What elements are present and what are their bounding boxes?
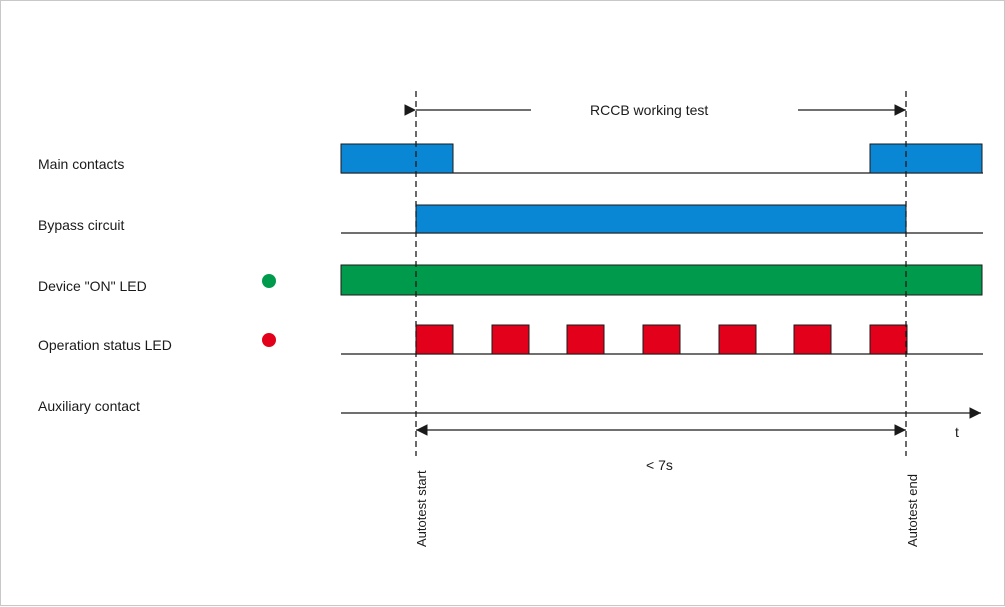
operation-led-pulse [642,324,681,355]
red-led-icon [262,333,276,347]
header-label: RCCB working test [590,102,708,118]
operation-led-pulse [869,324,908,355]
main-contacts-pulse-after [869,143,983,174]
duration-label: < 7s [646,457,673,473]
row-label-main-contacts: Main contacts [38,156,124,172]
time-axis-label: t [955,424,959,440]
row-label-auxiliary-contact: Auxiliary contact [38,398,140,414]
operation-led-pulse [415,324,454,355]
operation-led-pulse [718,324,757,355]
row-label-operation-status-led: Operation status LED [38,337,172,353]
green-led-icon [262,274,276,288]
bypass-pulse [415,204,907,234]
operation-led-pulse [491,324,530,355]
row-label-device-on-led: Device "ON" LED [38,278,147,294]
operation-led-pulse [566,324,605,355]
device-on-led-bar [340,264,983,296]
main-contacts-pulse-before [340,143,454,174]
autotest-end-label: Autotest end [905,474,920,547]
row-label-bypass-circuit: Bypass circuit [38,217,124,233]
operation-led-pulse [793,324,832,355]
autotest-start-label: Autotest start [414,470,429,547]
